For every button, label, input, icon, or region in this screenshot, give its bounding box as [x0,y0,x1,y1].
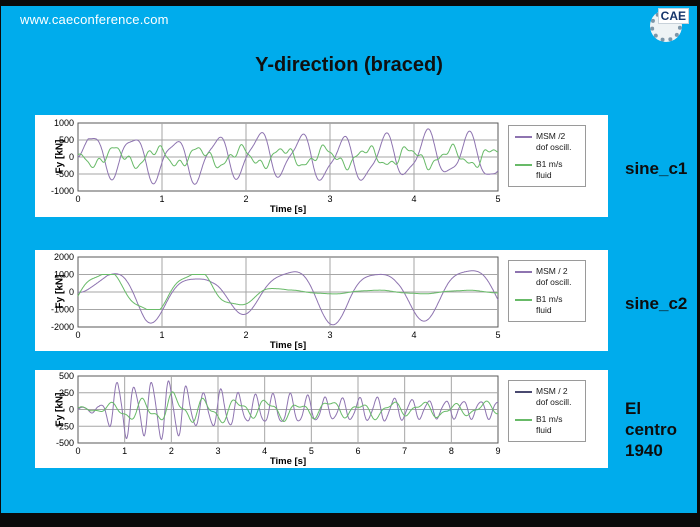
legend-entry-b1: B1 m/s fluid [515,159,581,180]
svg-text:-1000: -1000 [51,186,74,196]
svg-text:5: 5 [495,194,500,204]
svg-text:0: 0 [69,152,74,162]
svg-text:-2000: -2000 [51,322,74,332]
svg-text:2: 2 [243,194,248,204]
svg-text:4: 4 [411,194,416,204]
svg-text:1: 1 [159,330,164,340]
case-label-sine-c1: sine_c1 [625,159,688,178]
svg-text:8: 8 [449,446,454,456]
svg-text:1000: 1000 [54,270,74,280]
svg-text:3: 3 [215,446,220,456]
chart-panel-el-centro: Fy [kN] 0 1 2 3 4 5 6 7 8 9 500 250 0 -250 -500 Time [… [35,370,608,468]
svg-text:2: 2 [243,330,248,340]
legend-entry-msm: MSM / 2 dof oscill. [515,386,581,407]
svg-text:250: 250 [59,388,74,398]
legend-entry-b1: B1 m/s fluid [515,414,581,435]
svg-text:5: 5 [495,330,500,340]
svg-text:-250: -250 [56,421,74,431]
chart-legend: MSM /2 dof oscill. B1 m/s fluid [508,125,586,187]
svg-text:-1000: -1000 [51,305,74,315]
svg-text:1: 1 [159,194,164,204]
chart-legend: MSM / 2 dof oscill. B1 m/s fluid [508,380,586,442]
legend-entry-b1: B1 m/s fluid [515,294,581,315]
chart-panel-sine-c1: Fy [kN] 0 1 2 3 4 5 1000 500 0 -500 -1000 Time [s]… [35,115,608,217]
case-label-sine-c2: sine_c2 [625,294,688,313]
svg-text:9: 9 [495,446,500,456]
legend-line-b1-icon [515,299,532,302]
legend-line-b1-icon [515,419,532,422]
legend-line-b1-icon [515,164,532,167]
case-label-el-centro: El centro 1940 [625,399,677,460]
svg-text:0: 0 [75,330,80,340]
svg-text:3: 3 [327,194,332,204]
x-axis-label: Time [s] [269,456,307,467]
slide-background: www.caeconference.com CAE Y-direction (b… [1,6,697,513]
chart-sine-c1-svg: 0 1 2 3 4 5 1000 500 0 -500 -1000 [51,118,501,204]
legend-line-msm-icon [515,271,532,273]
svg-text:2: 2 [169,446,174,456]
svg-text:1: 1 [122,446,127,456]
svg-text:6: 6 [355,446,360,456]
svg-text:3: 3 [327,330,332,340]
slide-title: Y-direction (braced) [255,54,443,76]
legend-entry-msm: MSM / 2 dof oscill. [515,266,581,287]
chart-el-centro-svg: 0 1 2 3 4 5 6 7 8 9 500 250 0 -250 -500 [56,371,501,456]
conference-url[interactable]: www.caeconference.com [20,12,169,27]
svg-text:0: 0 [69,405,74,415]
svg-text:0: 0 [75,194,80,204]
x-axis-label: Time [s] [269,340,307,351]
svg-text:0: 0 [75,446,80,456]
svg-text:0: 0 [69,287,74,297]
legend-line-msm-icon [515,136,532,138]
cae-logo: CAE [649,6,689,46]
legend-line-msm-icon [515,391,532,393]
svg-text:-500: -500 [56,169,74,179]
chart-legend: MSM / 2 dof oscill. B1 m/s fluid [508,260,586,322]
svg-text:2000: 2000 [54,252,74,262]
x-axis-label: Time [s] [269,204,307,215]
svg-text:-500: -500 [56,438,74,448]
svg-text:500: 500 [59,371,74,381]
chart-panel-sine-c2: Fy [kN] 0 1 2 3 4 5 2000 1000 0 -1000 -2000 Time [… [35,250,608,351]
svg-text:4: 4 [411,330,416,340]
logo-text: CAE [657,8,689,24]
svg-text:7: 7 [402,446,407,456]
svg-text:1000: 1000 [54,118,74,128]
svg-text:5: 5 [309,446,314,456]
legend-entry-msm: MSM /2 dof oscill. [515,131,581,152]
chart-sine-c2-svg: 0 1 2 3 4 5 2000 1000 0 -1000 -2000 [51,252,501,340]
svg-text:4: 4 [262,446,267,456]
svg-text:500: 500 [59,135,74,145]
